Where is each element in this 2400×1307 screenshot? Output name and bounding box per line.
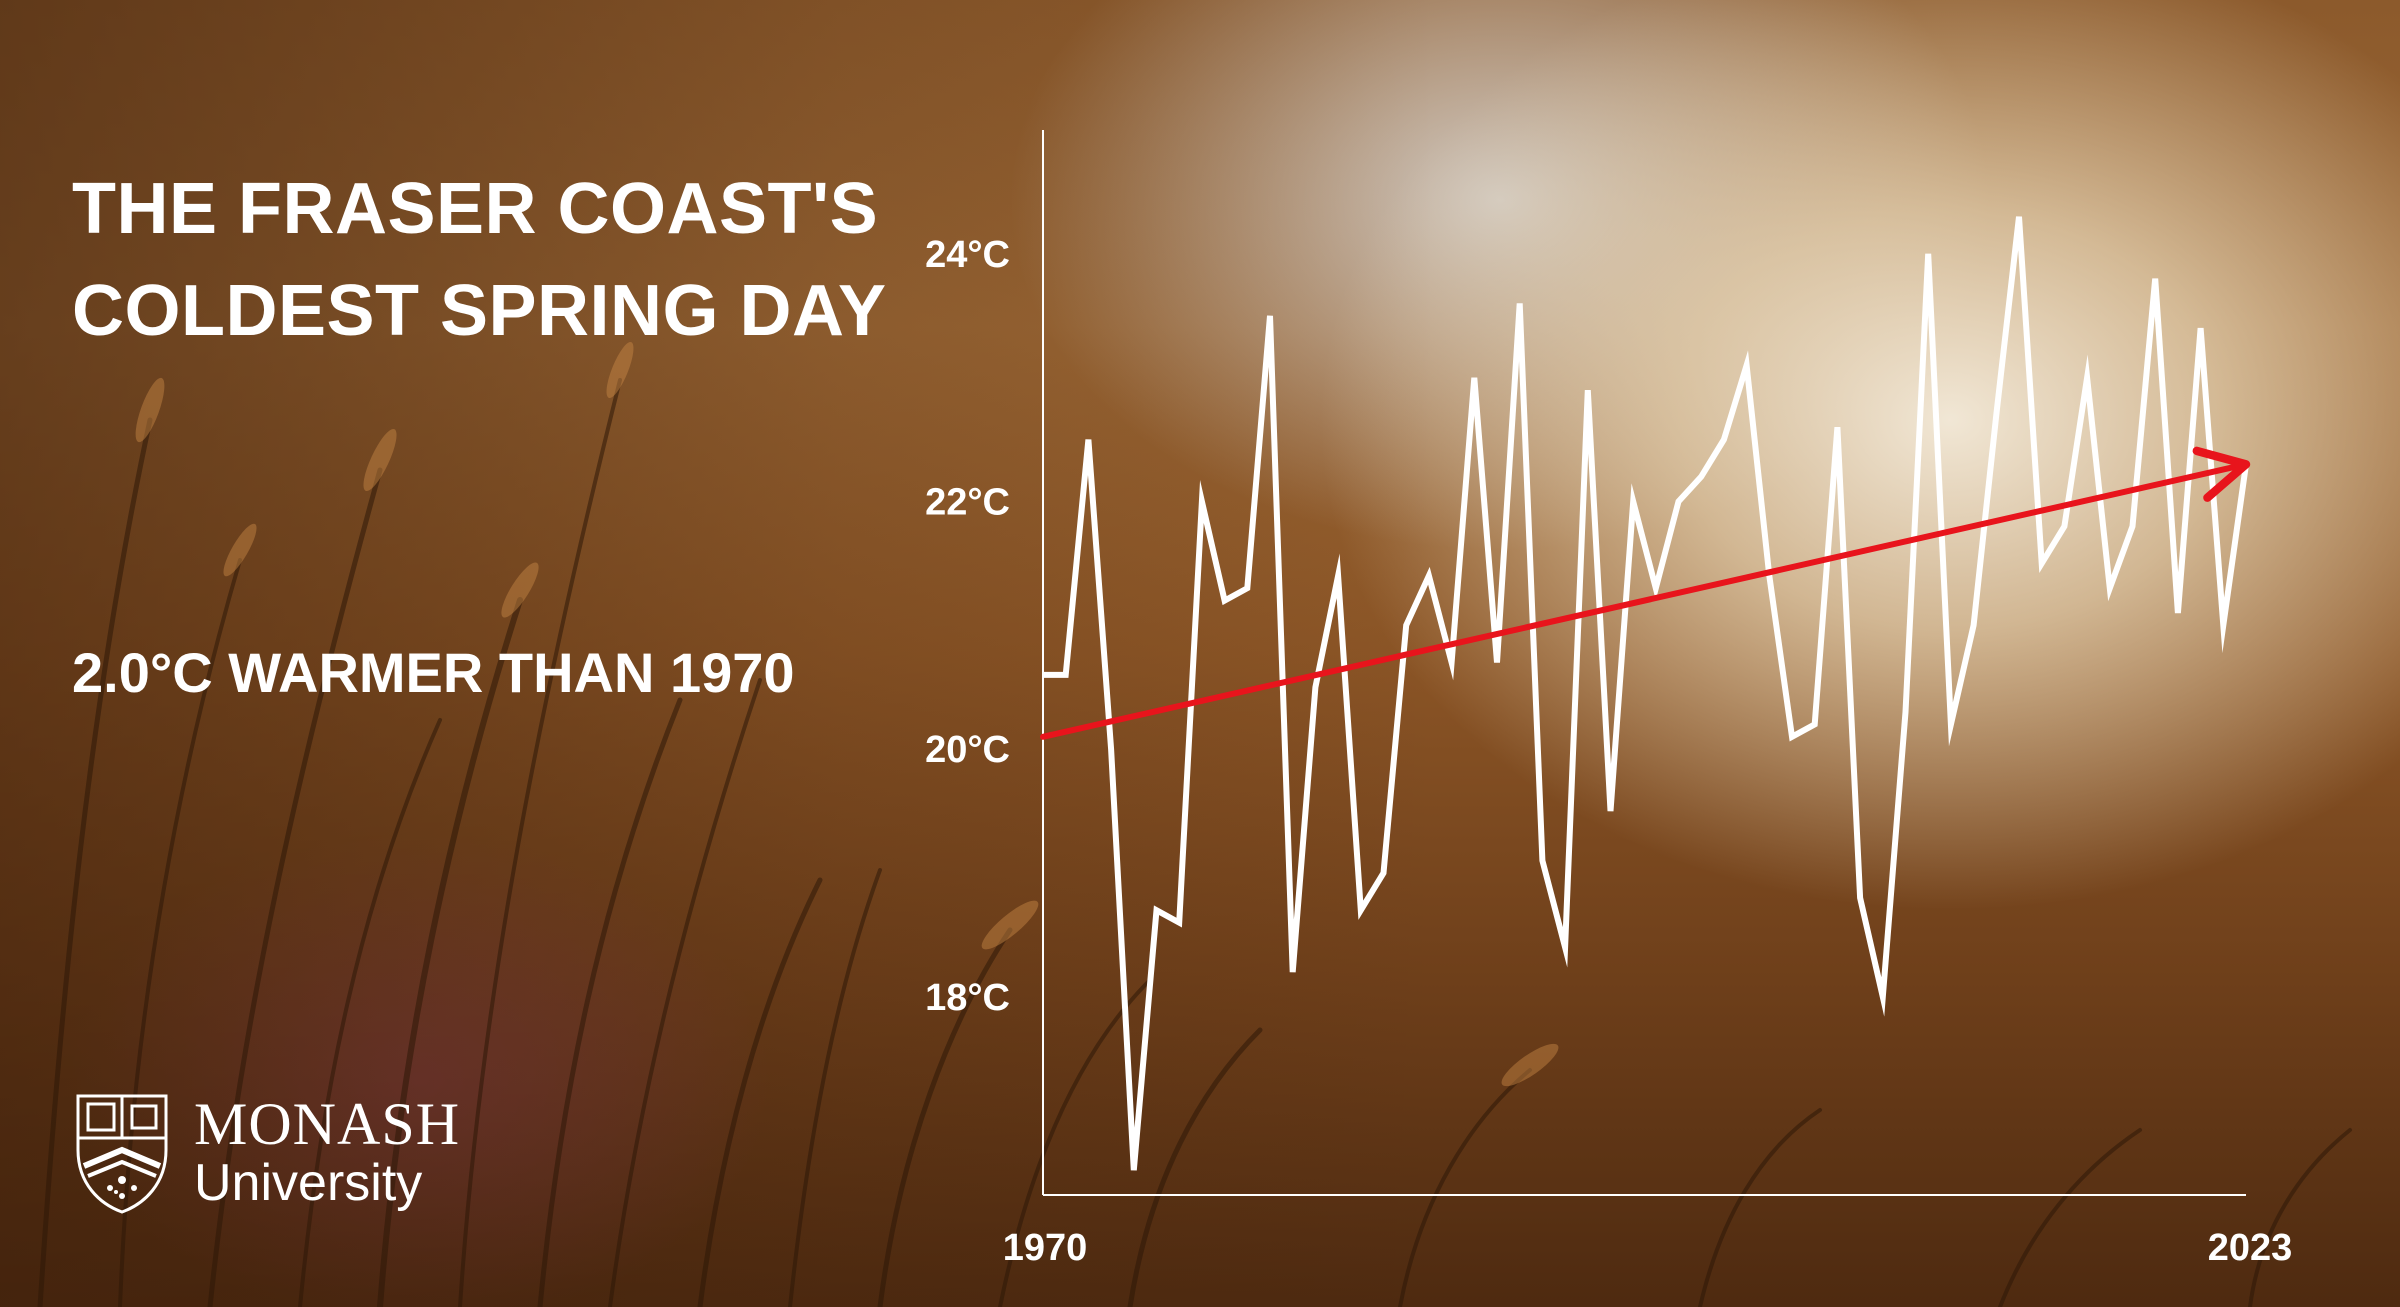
y-tick-label: 22°C — [925, 482, 1010, 524]
y-tick-label: 20°C — [925, 729, 1010, 771]
logo-subname: University — [194, 1154, 423, 1212]
trend-arrow-line — [1040, 446, 2251, 740]
logo-name: MONASH — [194, 1091, 461, 1157]
monash-logo: MONASH University — [72, 1092, 460, 1214]
page-title: THE FRASER COAST'S COLDEST SPRING DAY — [72, 158, 886, 362]
x-tick-label: 1970 — [1003, 1227, 1088, 1269]
temperature-series-line — [1043, 216, 2249, 1171]
y-tick-label: 24°C — [925, 234, 1010, 276]
x-tick-label: 2023 — [2208, 1227, 2293, 1269]
title-line-1: THE FRASER COAST'S — [72, 169, 879, 249]
y-tick-label: 18°C — [925, 977, 1010, 1019]
title-line-2: COLDEST SPRING DAY — [72, 271, 887, 351]
warming-subtitle: 2.0°C WARMER THAN 1970 — [72, 641, 795, 704]
monash-crest-icon — [76, 1094, 168, 1214]
